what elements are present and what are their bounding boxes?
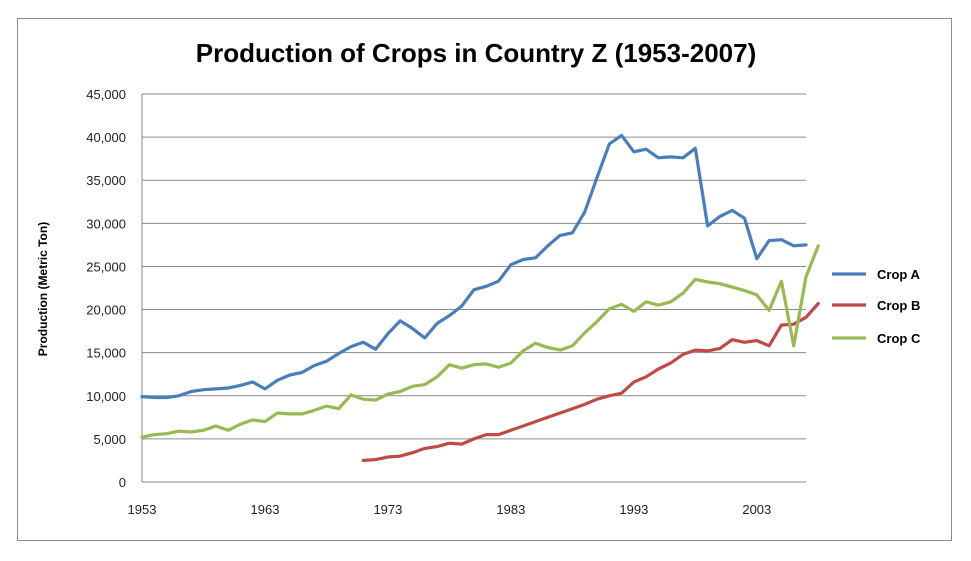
x-tick-label: 1983	[496, 502, 525, 517]
y-axis-label: Production (Metric Ton)	[36, 222, 50, 356]
legend-label: Crop C	[877, 331, 921, 346]
chart-title: Production of Crops in Country Z (1953-2…	[196, 38, 757, 68]
x-tick-label: 1993	[619, 502, 648, 517]
x-tick-label: 1953	[128, 502, 157, 517]
y-tick-label: 5,000	[93, 432, 126, 447]
legend-label: Crop A	[877, 267, 920, 282]
legend-label: Crop B	[877, 298, 920, 313]
y-tick-label: 30,000	[86, 216, 126, 231]
y-tick-label: 15,000	[86, 346, 126, 361]
series-line-crop-c	[140, 244, 820, 439]
axis-ticks: 0 5,000 10,000 15,000 20,000 25,000 30,000 35,0…	[86, 87, 771, 517]
series-line-crop-a	[140, 133, 808, 400]
series-lines	[140, 133, 820, 462]
x-tick-label: 1973	[373, 502, 402, 517]
chart-frame	[17, 18, 952, 541]
y-tick-label: 45,000	[86, 87, 126, 102]
x-tick-label: 2003	[742, 502, 771, 517]
x-tick-label: 1963	[251, 502, 280, 517]
legend: Crop A Crop B Crop C	[832, 267, 921, 346]
y-tick-label: 20,000	[86, 303, 126, 318]
gridlines	[141, 93, 806, 483]
y-tick-label: 10,000	[86, 389, 126, 404]
y-tick-label: 0	[119, 475, 126, 490]
y-tick-label: 40,000	[86, 130, 126, 145]
y-tick-label: 25,000	[86, 259, 126, 274]
y-tick-label: 35,000	[86, 173, 126, 188]
series-line-crop-b	[361, 301, 820, 462]
